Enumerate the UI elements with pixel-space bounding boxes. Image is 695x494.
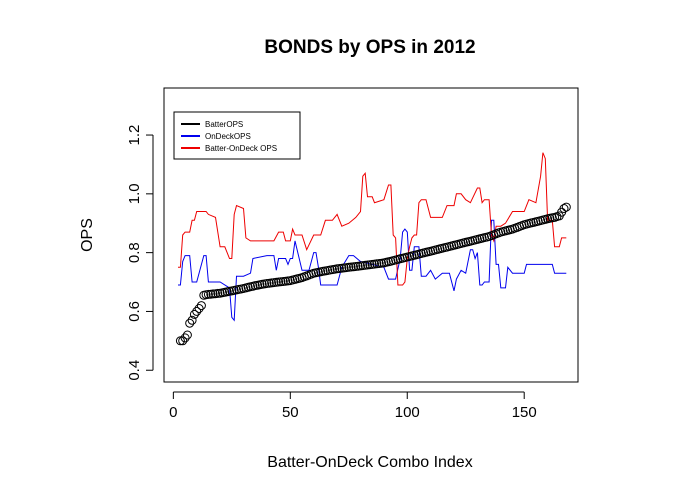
y-tick-label: 1.2 <box>126 125 143 146</box>
series-line-ondeckops <box>178 219 567 322</box>
legend-label: BatterOPS <box>205 120 243 129</box>
x-tick-label: 100 <box>395 404 420 421</box>
data-point <box>178 336 188 346</box>
y-axis: 0.4 0.6 0.8 1.0 1.2 <box>126 125 154 381</box>
data-point <box>175 336 185 346</box>
data-point <box>192 306 202 316</box>
x-tick-label: 0 <box>169 404 177 421</box>
legend: BatterOPS OnDeckOPS Batter-OnDeck OPS <box>173 111 301 160</box>
y-tick-label: 0.6 <box>126 301 143 322</box>
series-line-batter-ondeck-ops <box>178 152 567 286</box>
series-points-batterops <box>175 202 571 346</box>
y-tick-label: 0.8 <box>126 242 143 263</box>
x-tick-label: 150 <box>512 404 537 421</box>
legend-label: Batter-OnDeck OPS <box>205 144 277 153</box>
y-tick-label: 0.4 <box>126 360 143 381</box>
data-point <box>194 304 204 313</box>
plot-area <box>163 87 579 383</box>
y-axis-label: OPS <box>79 218 96 252</box>
x-axis: 0 50 100 150 <box>169 391 537 421</box>
data-point <box>189 309 199 319</box>
data-point <box>180 333 190 343</box>
data-point <box>561 202 571 212</box>
data-point <box>185 318 195 328</box>
data-point <box>182 330 192 340</box>
data-point <box>196 301 206 311</box>
x-axis-label: Batter-OnDeck Combo Index <box>267 454 472 471</box>
y-tick-label: 1.0 <box>126 183 143 204</box>
x-tick-label: 50 <box>282 404 299 421</box>
legend-label: OnDeckOPS <box>205 132 251 141</box>
series-layer <box>175 152 571 346</box>
data-point <box>559 204 569 213</box>
chart-title: BONDS by OPS in 2012 <box>264 37 475 58</box>
data-point <box>187 315 197 325</box>
